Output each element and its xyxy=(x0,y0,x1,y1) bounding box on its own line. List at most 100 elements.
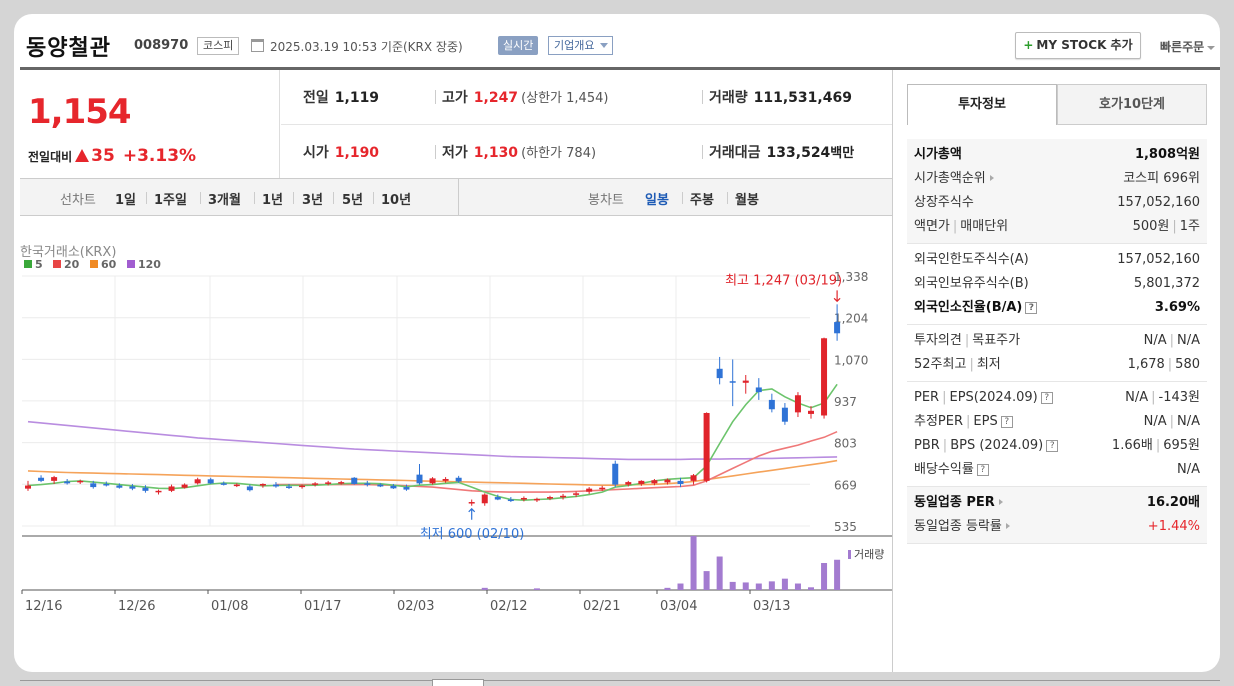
candle-body xyxy=(194,479,201,484)
candle-body xyxy=(416,474,423,484)
candle-body xyxy=(286,486,292,488)
industry-section: 동일업종 PER 16.20배 동일업종 등락률 +1.44% xyxy=(907,487,1207,544)
candle-body xyxy=(299,485,306,488)
price-stats: 전일 1,119 고가 1,247 (상한가 1,454) 거래량 111,531,46… xyxy=(281,70,892,178)
info-label-text: 매매단위 xyxy=(960,219,1009,234)
help-icon[interactable]: ? xyxy=(1040,392,1053,404)
candle-body xyxy=(246,486,253,491)
info-row[interactable]: 동일업종 PER 16.20배 xyxy=(907,491,1207,515)
legend-swatch xyxy=(127,260,135,268)
info-label-text: 동일업종 PER xyxy=(914,495,995,510)
y-tick-label: 937 xyxy=(834,395,857,409)
info-label: 외국인한도주식수(A) xyxy=(914,248,1029,272)
candle-body xyxy=(612,463,619,485)
volume-bar xyxy=(677,583,684,590)
page-divider xyxy=(20,680,1220,681)
help-icon[interactable]: ? xyxy=(1000,416,1013,428)
candle-body xyxy=(560,495,567,498)
info-label-text: 상장주식수 xyxy=(914,195,974,210)
side-tabs: 투자정보 호가10단계 xyxy=(907,84,1207,125)
info-value-text: 1주 xyxy=(1179,219,1200,234)
header-divider xyxy=(894,67,1220,70)
company-overview-dropdown[interactable]: 기업개요 xyxy=(548,36,614,55)
info-value-text: 5,801,372 xyxy=(1133,276,1200,291)
info-label-text: 외국인한도주식수(A) xyxy=(914,252,1029,267)
candle-body xyxy=(220,483,227,485)
info-label-text: 52주최고 xyxy=(914,357,967,372)
tab-investment-info[interactable]: 투자정보 xyxy=(907,84,1057,125)
help-icon[interactable]: ? xyxy=(976,464,989,476)
period-1y[interactable]: 1년 xyxy=(262,193,284,208)
period-1w[interactable]: 1주일 xyxy=(154,193,187,208)
quick-order-button[interactable]: 빠른주문 xyxy=(1160,38,1216,55)
info-label: 배당수익률? xyxy=(914,458,989,482)
candle-body xyxy=(338,482,345,484)
separator: | xyxy=(1151,390,1156,405)
period-1d[interactable]: 1일 xyxy=(115,193,137,208)
candle-body xyxy=(429,478,436,484)
volume-label: 거래량 xyxy=(854,548,884,561)
period-3m[interactable]: 3개월 xyxy=(208,193,241,208)
divider xyxy=(435,145,436,159)
chevron-right-icon xyxy=(998,499,1003,505)
period-10y[interactable]: 10년 xyxy=(381,193,412,208)
candle-body xyxy=(64,481,71,484)
separator: | xyxy=(952,219,958,234)
info-label: 투자의견 | 목표주가 xyxy=(914,329,1020,353)
info-label-text: 목표주가 xyxy=(972,333,1021,348)
line-chart-label: 선차트 xyxy=(60,193,96,208)
candle-body xyxy=(25,485,31,489)
divider xyxy=(146,192,147,204)
info-value: 16.20배 xyxy=(1147,491,1200,515)
quick-order-label: 빠른주문 xyxy=(1160,40,1205,54)
info-row[interactable]: 시가총액순위 코스피 696위 xyxy=(907,167,1207,191)
ma5-line xyxy=(27,383,838,502)
volume-bar xyxy=(834,559,841,590)
info-label: 시가총액 xyxy=(914,143,962,167)
period-5y[interactable]: 5년 xyxy=(342,193,364,208)
candle-body xyxy=(455,477,462,482)
help-icon[interactable]: ? xyxy=(1025,302,1038,314)
stat-low: 저가 1,130 (하한가 784) xyxy=(442,145,597,161)
y-tick-label: 1,338 xyxy=(834,270,868,284)
x-tick-label: 01/08 xyxy=(211,599,248,614)
info-row: 추정PER | EPS? N/A | N/A xyxy=(907,410,1207,434)
tab-orderbook[interactable]: 호가10단계 xyxy=(1057,84,1207,125)
candle-body xyxy=(794,395,801,413)
stock-card: 동양철관 008970 코스피 2025.03.19 10:53 기준(KRX … xyxy=(14,14,1220,672)
period-3y[interactable]: 3년 xyxy=(302,193,324,208)
info-row[interactable]: 동일업종 등락률 +1.44% xyxy=(907,515,1207,539)
legend-swatch xyxy=(53,260,61,268)
volume-bar xyxy=(808,587,814,590)
candle-body xyxy=(625,482,632,485)
price-chart[interactable]: 한국거래소(KRX) 5 20 60 120 1,338 1,204 1,070 937 803 6… xyxy=(20,216,892,616)
foreign-ownership-section: 외국인한도주식수(A) 157,052,160 외국인보유주식수(B) 5,801,3… xyxy=(907,244,1207,325)
info-value-text: 580 xyxy=(1175,357,1200,372)
legend-label: 60 xyxy=(101,258,117,271)
volume-bar xyxy=(481,587,488,590)
realtime-badge[interactable]: 실시간 xyxy=(498,36,539,55)
candle-body xyxy=(586,488,593,492)
candle-body xyxy=(638,480,645,484)
period-monthly[interactable]: 월봉 xyxy=(735,193,759,208)
info-label: 액면가 | 매매단위 xyxy=(914,215,1008,239)
x-tick-label: 12/16 xyxy=(25,599,62,614)
info-row: 액면가 | 매매단위 500원 | 1주 xyxy=(907,215,1207,239)
candle-body xyxy=(51,477,58,481)
candle-body xyxy=(181,484,188,488)
help-icon[interactable]: ? xyxy=(1046,440,1059,452)
period-daily[interactable]: 일봉 xyxy=(645,193,669,208)
candle-body xyxy=(103,483,110,486)
chart-period-bar: 선차트 1일 1주일 3개월 1년 3년 5년 10년 봉차트 일봉 주봉 월봉 xyxy=(20,178,892,216)
info-value: 157,052,160 xyxy=(1117,248,1200,272)
info-value: 3.69% xyxy=(1155,296,1200,320)
high-arrow xyxy=(833,290,841,303)
period-weekly[interactable]: 주봉 xyxy=(690,193,714,208)
collapse-handle[interactable] xyxy=(432,679,484,686)
candle-body xyxy=(312,483,319,485)
info-label-text: 액면가 xyxy=(914,219,950,234)
candle-body xyxy=(599,487,606,490)
info-row: 52주최고 | 최저 1,678 | 580 xyxy=(907,353,1207,377)
stock-name: 동양철관 xyxy=(26,36,111,61)
add-mystock-button[interactable]: + MY STOCK 추가 xyxy=(1015,32,1141,59)
